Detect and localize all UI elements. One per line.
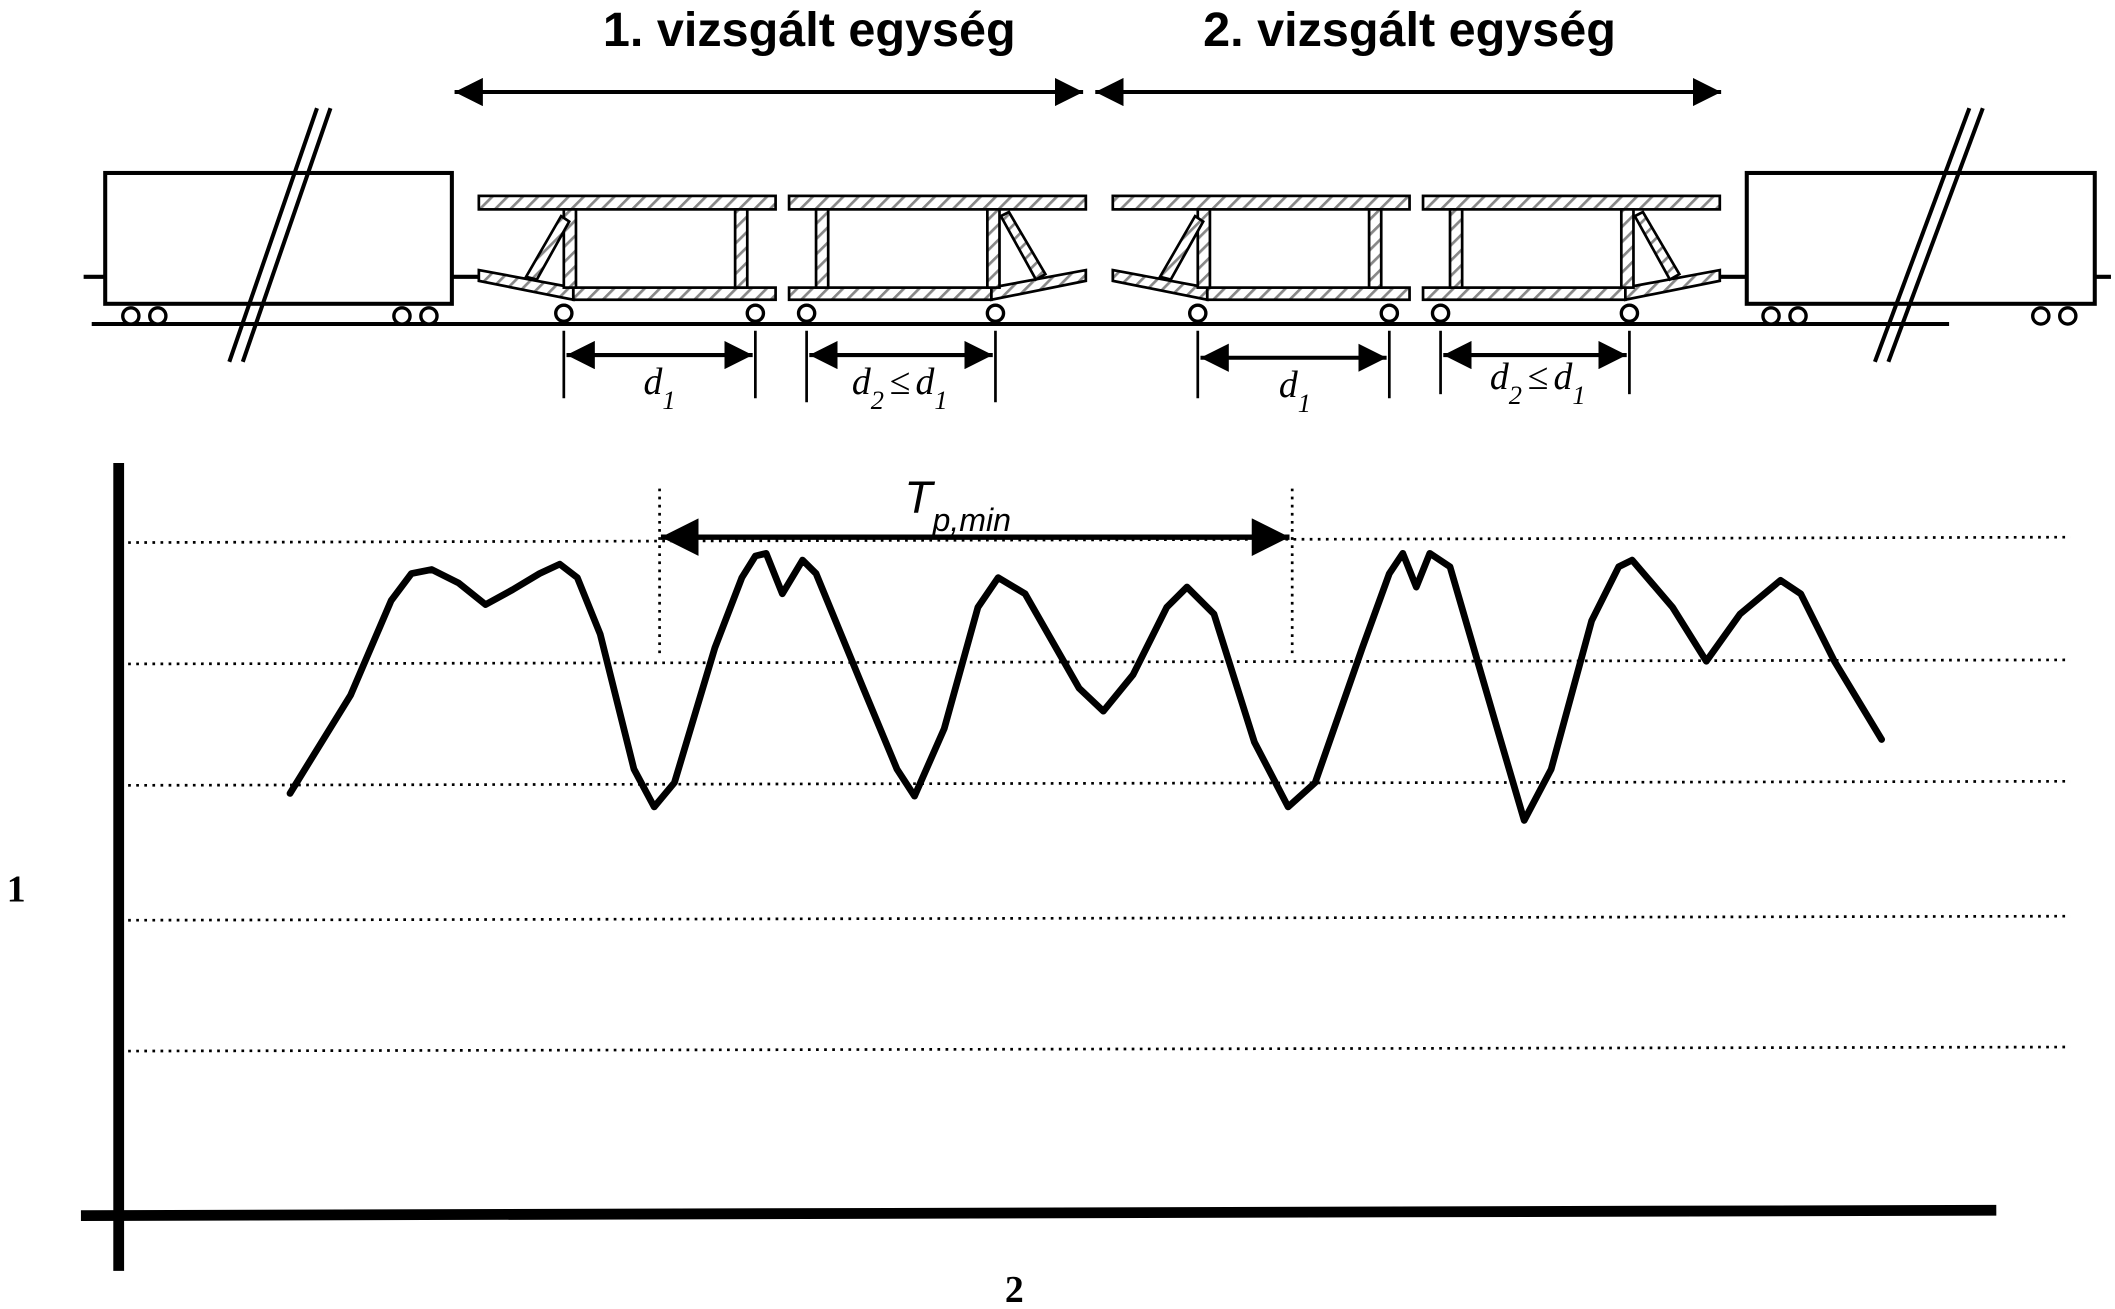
unit-label: 1. vizsgált egység (603, 3, 1016, 57)
formula-label: d1 (644, 361, 676, 415)
formula-label: Tp,min (904, 471, 1011, 538)
x-axis-label: 2 (1005, 1269, 1024, 1309)
formula-part: 2 (1509, 380, 1522, 410)
unit-label: 2. vizsgált egység (1203, 3, 1616, 57)
formula-part: d (1553, 356, 1572, 398)
formula-part: p,min (931, 502, 1010, 538)
labels: 1. vizsgált egység 2. vizsgált egység 1 … (7, 3, 1616, 1309)
formula-label: d2 ≤ d1 (852, 361, 948, 415)
formula-label: d2 ≤ d1 (1490, 356, 1586, 410)
formula-part: d (915, 361, 934, 403)
formula-part: d (1279, 364, 1298, 406)
formula-part: 1 (662, 385, 675, 415)
train (83, 77, 2111, 403)
formula-part: ≤ (889, 361, 910, 403)
formula-part: 1 (934, 385, 947, 415)
formula-part: d (644, 361, 663, 403)
formula-part: 1 (1298, 388, 1311, 418)
formula-part: T (904, 471, 935, 523)
formula-part: d (852, 361, 871, 403)
plot (80, 462, 2071, 1271)
formula-part: 1 (1572, 380, 1585, 410)
formula-part: ≤ (1527, 356, 1548, 398)
formula-part: d (1490, 356, 1509, 398)
formula-part: 2 (871, 385, 884, 415)
y-axis-label: 1 (7, 868, 26, 910)
formula-label: d1 (1279, 364, 1311, 418)
